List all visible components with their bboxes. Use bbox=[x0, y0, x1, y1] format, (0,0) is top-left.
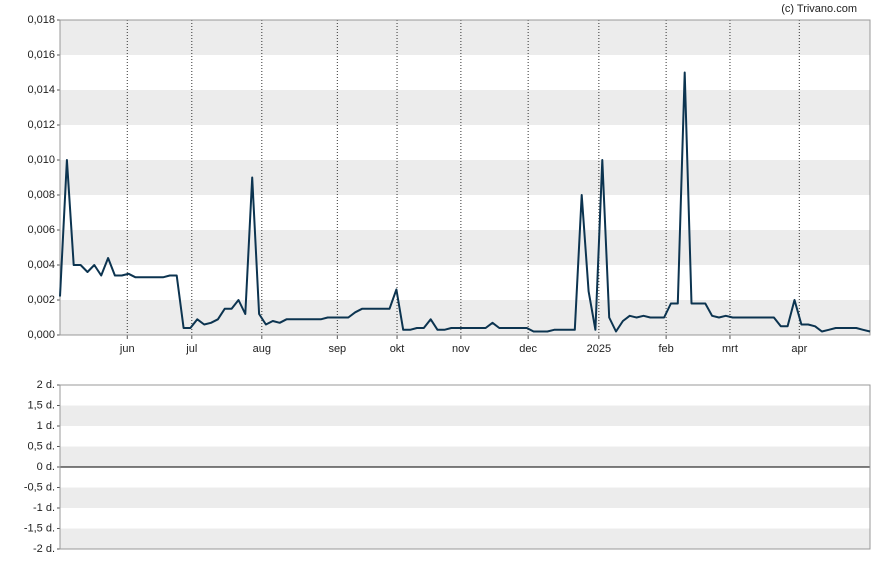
plot-frame bbox=[59, 19, 871, 336]
y-tick-label: 0,012 bbox=[27, 119, 55, 131]
y-tick-label: -1 d. bbox=[33, 502, 55, 514]
grid-band bbox=[60, 20, 870, 55]
x-tick-label: jul bbox=[185, 343, 197, 355]
x-tick-label: 2025 bbox=[587, 343, 611, 355]
y-tick-label: 0,000 bbox=[27, 329, 55, 341]
y-tick-label: 0,014 bbox=[27, 84, 55, 96]
y-tick-label: 0,5 d. bbox=[27, 440, 55, 452]
y-tick-label: 0,002 bbox=[27, 294, 55, 306]
x-tick-label: apr bbox=[791, 343, 807, 355]
grid-band bbox=[60, 230, 870, 265]
y-tick-label: 0,018 bbox=[27, 14, 55, 26]
y-tick-label: 0,016 bbox=[27, 49, 55, 61]
grid-band bbox=[60, 160, 870, 195]
grid-band bbox=[60, 487, 870, 508]
x-tick-label: mrt bbox=[722, 343, 738, 355]
x-tick-label: dec bbox=[519, 343, 537, 355]
grid-band bbox=[60, 90, 870, 125]
x-tick-label: aug bbox=[253, 343, 271, 355]
y-tick-label: 0,008 bbox=[27, 189, 55, 201]
y-tick-label: 0 d. bbox=[37, 461, 55, 473]
x-tick-label: okt bbox=[390, 343, 405, 355]
x-tick-label: feb bbox=[658, 343, 673, 355]
y-tick-label: -0,5 d. bbox=[24, 481, 55, 493]
y-tick-label: 1 d. bbox=[37, 420, 55, 432]
y-tick-label: 1,5 d. bbox=[27, 399, 55, 411]
x-tick-label: jun bbox=[119, 343, 135, 355]
y-tick-label: 0,006 bbox=[27, 224, 55, 236]
price-line bbox=[59, 71, 871, 333]
y-tick-label: -2 d. bbox=[33, 543, 55, 555]
grid-band bbox=[60, 405, 870, 426]
grid-band bbox=[60, 446, 870, 467]
y-tick-label: 2 d. bbox=[37, 379, 55, 391]
plot-frame bbox=[59, 384, 871, 550]
grid-band bbox=[60, 528, 870, 549]
y-tick-label: -1,5 d. bbox=[24, 522, 55, 534]
x-tick-label: sep bbox=[328, 343, 346, 355]
x-tick-label: nov bbox=[452, 343, 470, 355]
y-tick-label: 0,010 bbox=[27, 154, 55, 166]
credit: (c) Trivano.com bbox=[781, 3, 857, 15]
y-tick-label: 0,004 bbox=[27, 259, 55, 271]
